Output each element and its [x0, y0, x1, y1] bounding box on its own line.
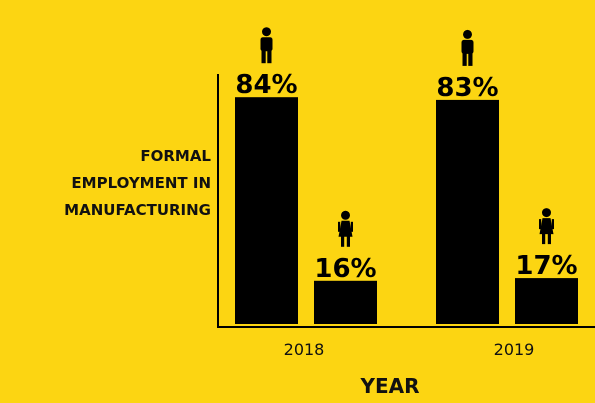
data-label-2019-woman: 17% — [515, 251, 577, 281]
bars-group — [235, 97, 578, 325]
data-label-2019-man: 83% — [436, 73, 498, 103]
woman-icon — [338, 210, 353, 247]
y-axis-label-line-3: MANUFACTURING — [64, 201, 211, 219]
bar-2019-woman — [515, 278, 578, 324]
bar-2018-woman — [314, 280, 377, 324]
data-label-2018-man: 84% — [235, 70, 297, 100]
woman-icon — [539, 208, 554, 245]
x-axis-label: YEAR — [360, 374, 420, 398]
man-icon — [461, 29, 474, 66]
y-axis-label: FORMAL EMPLOYMENT IN MANUFACTURING — [0, 143, 211, 224]
y-axis-label-line-2: EMPLOYMENT IN — [71, 174, 211, 192]
labels-group: 84% 83% 16% 17% 2018 2019 — [235, 27, 578, 359]
y-axis-label-line-1: FORMAL — [140, 147, 211, 165]
data-label-2018-woman: 16% — [314, 254, 376, 284]
bar-2019-man — [436, 99, 499, 325]
man-icon — [260, 27, 273, 64]
axes — [217, 74, 595, 328]
x-tick-label-2018: 2018 — [284, 340, 325, 359]
x-tick-label-2019: 2019 — [494, 340, 535, 359]
bar-2018-man — [235, 97, 298, 324]
